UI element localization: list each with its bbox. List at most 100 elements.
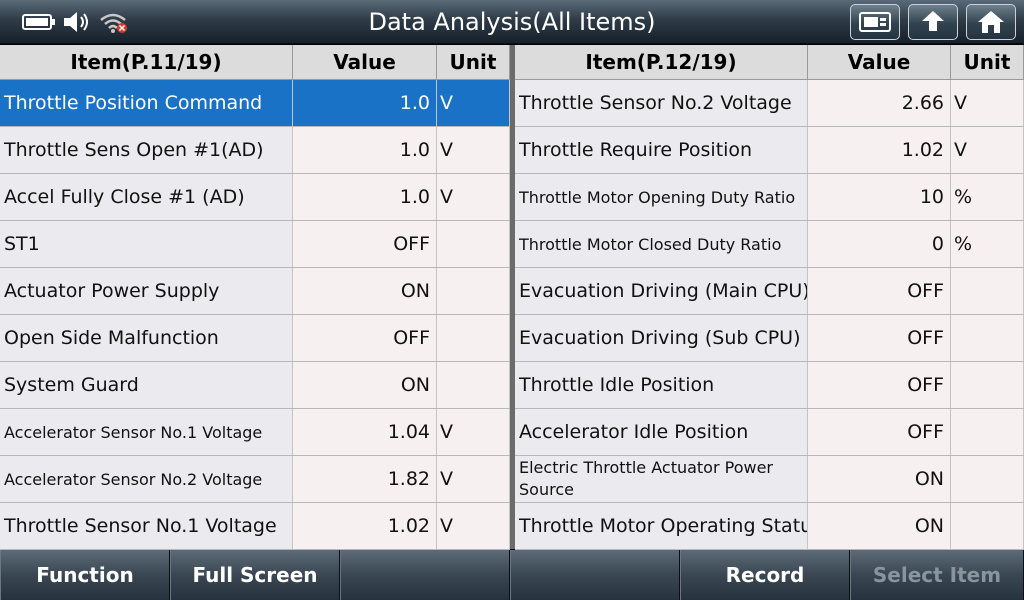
- table-row[interactable]: Throttle Position Command 1.0 V: [0, 80, 510, 127]
- row-value: OFF: [293, 221, 437, 267]
- select-item-button[interactable]: Select Item: [850, 550, 1024, 600]
- row-value: 10: [808, 174, 951, 220]
- row-value: ON: [808, 503, 951, 549]
- table-row[interactable]: System Guard ON: [0, 362, 510, 409]
- row-item: Throttle Sensor No.1 Voltage: [0, 503, 293, 549]
- header-unit: Unit: [437, 45, 510, 79]
- row-value: 1.0: [293, 174, 437, 220]
- table-row[interactable]: Accelerator Sensor No.1 Voltage 1.04 V: [0, 409, 510, 456]
- row-unit: V: [437, 127, 510, 173]
- table-row[interactable]: Accelerator Sensor No.2 Voltage 1.82 V: [0, 456, 510, 503]
- wifi-icon: [98, 10, 128, 34]
- row-unit: [437, 362, 510, 408]
- table-row[interactable]: Open Side Malfunction OFF: [0, 315, 510, 362]
- row-item: Evacuation Driving (Sub CPU): [515, 315, 808, 361]
- table-divider: [510, 45, 515, 549]
- table-row[interactable]: Throttle Sens Open #1(AD) 1.0 V: [0, 127, 510, 174]
- home-icon: [976, 9, 1006, 35]
- function-button[interactable]: Function: [0, 550, 170, 600]
- title-bar: Data Analysis(All Items): [0, 0, 1024, 44]
- table-row[interactable]: Throttle Motor Closed Duty Ratio 0 %: [515, 221, 1024, 268]
- table-row[interactable]: Electric Throttle Actuator Power Source …: [515, 456, 1024, 503]
- header-unit: Unit: [951, 45, 1024, 79]
- row-unit: [951, 456, 1024, 502]
- table-row[interactable]: Throttle Motor Operating Status ON: [515, 503, 1024, 550]
- row-item: Throttle Motor Operating Status: [515, 503, 808, 549]
- table-row[interactable]: ST1 OFF: [0, 221, 510, 268]
- row-unit: [951, 503, 1024, 549]
- row-item: Accel Fully Close #1 (AD): [0, 174, 293, 220]
- screenshot-button[interactable]: [850, 4, 900, 40]
- page-title: Data Analysis(All Items): [368, 8, 656, 36]
- row-unit: %: [951, 174, 1024, 220]
- full-screen-button[interactable]: Full Screen: [170, 550, 340, 600]
- header-value: Value: [293, 45, 437, 79]
- table-row[interactable]: Evacuation Driving (Main CPU) OFF: [515, 268, 1024, 315]
- row-unit: V: [437, 456, 510, 502]
- row-unit: [951, 362, 1024, 408]
- empty-button-2[interactable]: [510, 550, 680, 600]
- row-unit: [437, 315, 510, 361]
- row-unit: V: [437, 174, 510, 220]
- row-value: OFF: [808, 409, 951, 455]
- row-value: 1.0: [293, 127, 437, 173]
- table-row[interactable]: Evacuation Driving (Sub CPU) OFF: [515, 315, 1024, 362]
- row-item: Accelerator Sensor No.1 Voltage: [0, 409, 293, 455]
- row-unit: [951, 409, 1024, 455]
- row-value: 1.02: [293, 503, 437, 549]
- speaker-icon: [62, 10, 92, 34]
- row-unit: [951, 315, 1024, 361]
- row-item: Evacuation Driving (Main CPU): [515, 268, 808, 314]
- row-item: Throttle Motor Opening Duty Ratio: [515, 174, 808, 220]
- empty-button-1[interactable]: [340, 550, 510, 600]
- right-data-table: Item(P.12/19) Value Unit Throttle Sensor…: [515, 45, 1024, 550]
- home-button[interactable]: [966, 4, 1016, 40]
- header-item: Item(P.12/19): [515, 45, 808, 79]
- row-value: 1.04: [293, 409, 437, 455]
- row-item: Open Side Malfunction: [0, 315, 293, 361]
- row-unit: V: [951, 80, 1024, 126]
- row-item: Accelerator Sensor No.2 Voltage: [0, 456, 293, 502]
- back-button[interactable]: [908, 4, 958, 40]
- table-row[interactable]: Accel Fully Close #1 (AD) 1.0 V: [0, 174, 510, 221]
- row-unit: V: [951, 127, 1024, 173]
- row-item: Throttle Sens Open #1(AD): [0, 127, 293, 173]
- row-value: OFF: [808, 362, 951, 408]
- table-row[interactable]: Actuator Power Supply ON: [0, 268, 510, 315]
- row-item: Accelerator Idle Position: [515, 409, 808, 455]
- table-row[interactable]: Throttle Motor Opening Duty Ratio 10 %: [515, 174, 1024, 221]
- battery-icon: [22, 13, 56, 31]
- row-unit: [437, 221, 510, 267]
- row-item: Throttle Motor Closed Duty Ratio: [515, 221, 808, 267]
- row-value: ON: [293, 268, 437, 314]
- table-header: Item(P.11/19) Value Unit: [0, 45, 510, 80]
- row-unit: [437, 268, 510, 314]
- header-item: Item(P.11/19): [0, 45, 293, 79]
- row-value: 0: [808, 221, 951, 267]
- row-unit: V: [437, 409, 510, 455]
- row-item: Throttle Sensor No.2 Voltage: [515, 80, 808, 126]
- row-value: ON: [293, 362, 437, 408]
- row-item: Throttle Require Position: [515, 127, 808, 173]
- table-row[interactable]: Accelerator Idle Position OFF: [515, 409, 1024, 456]
- back-icon: [918, 9, 948, 35]
- row-value: 1.0: [293, 80, 437, 126]
- table-row[interactable]: Throttle Require Position 1.02 V: [515, 127, 1024, 174]
- row-item: Actuator Power Supply: [0, 268, 293, 314]
- row-item: Electric Throttle Actuator Power Source: [515, 456, 808, 502]
- table-row[interactable]: Throttle Sensor No.1 Voltage 1.02 V: [0, 503, 510, 550]
- row-item: Throttle Idle Position: [515, 362, 808, 408]
- row-value: OFF: [808, 315, 951, 361]
- table-row[interactable]: Throttle Idle Position OFF: [515, 362, 1024, 409]
- row-value: ON: [808, 456, 951, 502]
- status-icons: [22, 8, 128, 36]
- row-unit: V: [437, 80, 510, 126]
- row-unit: V: [437, 503, 510, 549]
- record-button[interactable]: Record: [680, 550, 850, 600]
- table-row[interactable]: Throttle Sensor No.2 Voltage 2.66 V: [515, 80, 1024, 127]
- row-item: ST1: [0, 221, 293, 267]
- row-value: OFF: [808, 268, 951, 314]
- row-value: 1.82: [293, 456, 437, 502]
- row-value: OFF: [293, 315, 437, 361]
- row-value: 1.02: [808, 127, 951, 173]
